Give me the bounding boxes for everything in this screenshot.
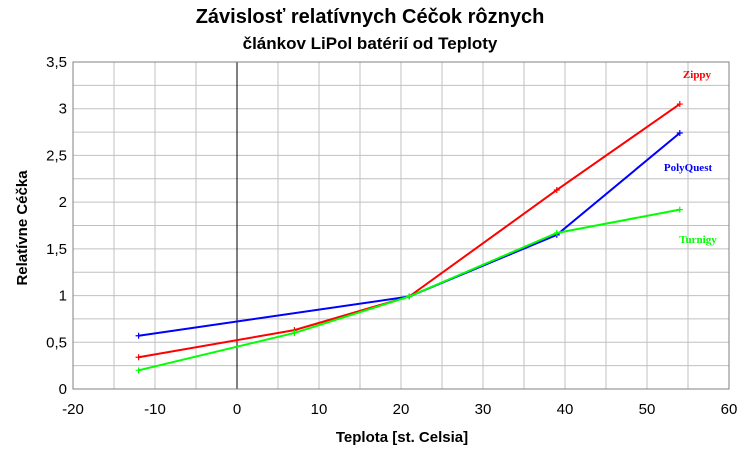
y-tick-label: 3 — [59, 101, 67, 118]
chart-title: Závislosť relatívnych Céčok rôznych — [195, 6, 545, 28]
legend-label: PolyQuest — [664, 162, 713, 174]
x-tick-label: 20 — [393, 401, 410, 418]
y-tick-label: 2,5 — [46, 147, 67, 164]
x-tick-label: 10 — [311, 401, 328, 418]
data-point-marker — [676, 101, 683, 108]
x-axis-label: Teplota [st. Celsia] — [336, 429, 468, 446]
x-tick-label: -10 — [144, 401, 166, 418]
data-point-marker — [553, 186, 560, 193]
data-point-marker — [406, 293, 413, 300]
x-tick-label: -20 — [62, 401, 84, 418]
y-tick-label: 1,5 — [46, 241, 67, 258]
x-tick-label: 0 — [233, 401, 241, 418]
y-tick-label: 2 — [59, 194, 67, 211]
legend-label: Zippy — [683, 69, 712, 81]
y-tick-label: 1 — [59, 288, 67, 305]
y-tick-label: 0 — [59, 381, 67, 398]
legend-label: Turnigy — [679, 234, 717, 246]
data-point-marker — [135, 354, 142, 361]
data-point-marker — [135, 367, 142, 374]
data-point-marker — [676, 206, 683, 213]
x-tick-label: 40 — [557, 401, 574, 418]
data-point-marker — [553, 229, 560, 236]
data-point-marker — [676, 130, 683, 137]
plot-frame — [72, 61, 730, 390]
y-tick-label: 0,5 — [46, 334, 67, 351]
x-tick-label: 50 — [639, 401, 656, 418]
y-tick-label: 3,5 — [46, 54, 67, 71]
chart-subtitle: článkov LiPol batérií od Teploty — [242, 34, 498, 53]
y-axis-label: Relatívne Céčka — [14, 170, 31, 286]
x-tick-label: 30 — [475, 401, 492, 418]
data-point-marker — [291, 329, 298, 336]
x-tick-label: 60 — [721, 401, 738, 418]
data-point-marker — [135, 332, 142, 339]
